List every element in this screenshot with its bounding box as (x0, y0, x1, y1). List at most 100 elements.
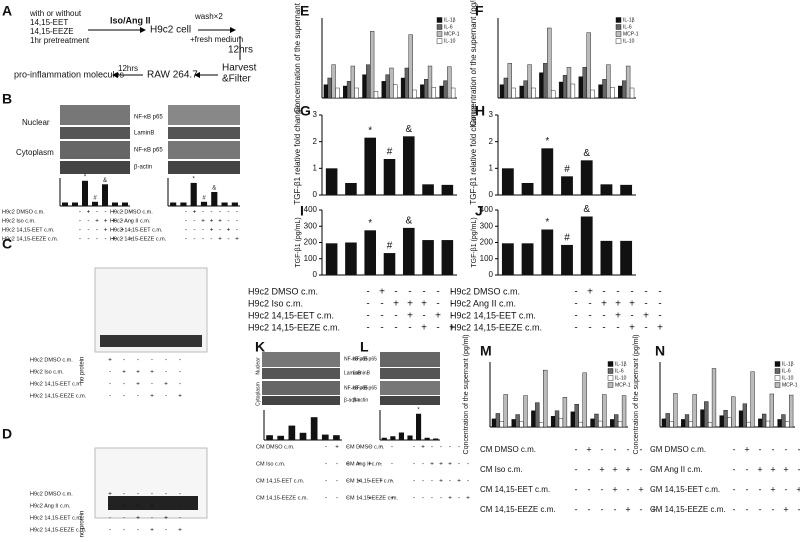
significance-marker: # (387, 147, 393, 158)
bar (547, 27, 552, 99)
bar (580, 216, 593, 275)
bar (412, 89, 417, 99)
bar (180, 202, 187, 206)
significance-marker: # (564, 164, 570, 175)
condition-sign: + (150, 369, 154, 376)
condition-sign: - (179, 515, 181, 522)
condition-sign: + (112, 218, 116, 225)
bar (72, 202, 78, 206)
bar (362, 74, 367, 99)
legend-label: IL-6 (444, 24, 453, 30)
condition-sign: + (136, 515, 140, 522)
bar (746, 421, 751, 428)
condition-sign: - (96, 227, 98, 234)
bar (617, 421, 623, 428)
condition-sign: + (122, 503, 126, 510)
bar (566, 67, 572, 99)
y-tick-label: 200 (480, 238, 494, 247)
legend-swatch (615, 24, 622, 30)
condition-sign: - (733, 464, 736, 474)
bar (327, 77, 332, 99)
condition-sign: - (151, 515, 153, 522)
condition-sign: - (347, 495, 349, 502)
condition-label: H9c2 DMSO c.m. (450, 286, 520, 296)
panel-label: C (2, 236, 12, 252)
condition-sign: - (627, 484, 630, 494)
condition-sign: - (616, 287, 619, 298)
condition-sign: + (783, 464, 788, 474)
legend-label: IL-1β (623, 17, 635, 23)
bar (519, 85, 524, 99)
bar (531, 87, 536, 99)
condition-sign: + (227, 227, 231, 234)
blot-label: Nuclear (255, 357, 261, 375)
condition-sign: - (458, 495, 460, 502)
bar (310, 417, 318, 440)
condition-sign: + (796, 484, 800, 494)
panel-label: J (475, 203, 483, 219)
condition-label: CM DMSO c.m. (256, 444, 295, 450)
condition-sign: - (640, 504, 643, 514)
flow-text: H9c2 cell (150, 25, 191, 36)
bar (562, 75, 568, 99)
condition-sign: - (109, 527, 111, 534)
bar (708, 422, 713, 428)
condition-sign: - (431, 478, 433, 485)
bar (433, 438, 439, 440)
bar (422, 240, 434, 275)
flow-text: with or without (29, 9, 82, 18)
condition-sign: - (366, 299, 369, 310)
condition-sign: + (210, 218, 214, 225)
bar (441, 184, 454, 195)
blot-strip (380, 352, 440, 367)
bar (416, 413, 422, 440)
condition-sign: - (137, 527, 139, 534)
bar (373, 91, 379, 99)
condition-sign: + (201, 218, 205, 225)
condition-sign: - (109, 369, 111, 376)
condition-sign: - (130, 227, 132, 234)
bar (92, 201, 98, 206)
legend-swatch (607, 375, 614, 381)
condition-sign: + (390, 495, 394, 502)
condition-sign: - (109, 515, 111, 522)
condition-sign: - (109, 393, 111, 400)
condition-sign: - (785, 484, 788, 494)
condition-sign: - (733, 504, 736, 514)
significance-marker: # (93, 195, 97, 201)
condition-sign: - (104, 209, 106, 216)
condition-sign: + (150, 527, 154, 534)
condition-sign: + (164, 381, 168, 388)
bar (582, 372, 587, 428)
y-tick-label: 400 (480, 205, 494, 214)
bar (515, 414, 520, 428)
bar (385, 74, 390, 99)
bar (723, 410, 728, 428)
bar (82, 180, 88, 206)
bar (112, 202, 118, 206)
legend-swatch (774, 375, 781, 381)
flow-text: pro-inflammation molecules (14, 69, 125, 79)
condition-sign: - (358, 444, 360, 451)
condition-sign: - (601, 444, 604, 454)
condition-sign: - (574, 323, 577, 334)
bar (590, 418, 595, 428)
condition-label: CM 14,15-EET c.m. (256, 478, 305, 484)
condition-sign: + (136, 503, 140, 510)
condition-sign: - (179, 491, 181, 498)
condition-sign: + (379, 478, 383, 485)
condition-label: CM Iso c.m. (480, 465, 523, 474)
legend-label: IL-6 (623, 24, 632, 30)
condition-sign: + (629, 323, 635, 334)
condition-sign: + (615, 299, 621, 310)
condition-sign: - (366, 323, 369, 334)
y-axis-label: TGF-β1 relative fold change (293, 105, 302, 205)
condition-sign: - (123, 491, 125, 498)
condition-label: H9c2 14,15-EEZE c.m. (30, 393, 87, 399)
blot-label: Cytoplasm (16, 148, 54, 157)
panel-label: I (300, 203, 304, 219)
bar (719, 415, 724, 428)
condition-sign: - (104, 236, 106, 243)
bar (321, 434, 329, 440)
condition-sign: + (435, 311, 441, 322)
